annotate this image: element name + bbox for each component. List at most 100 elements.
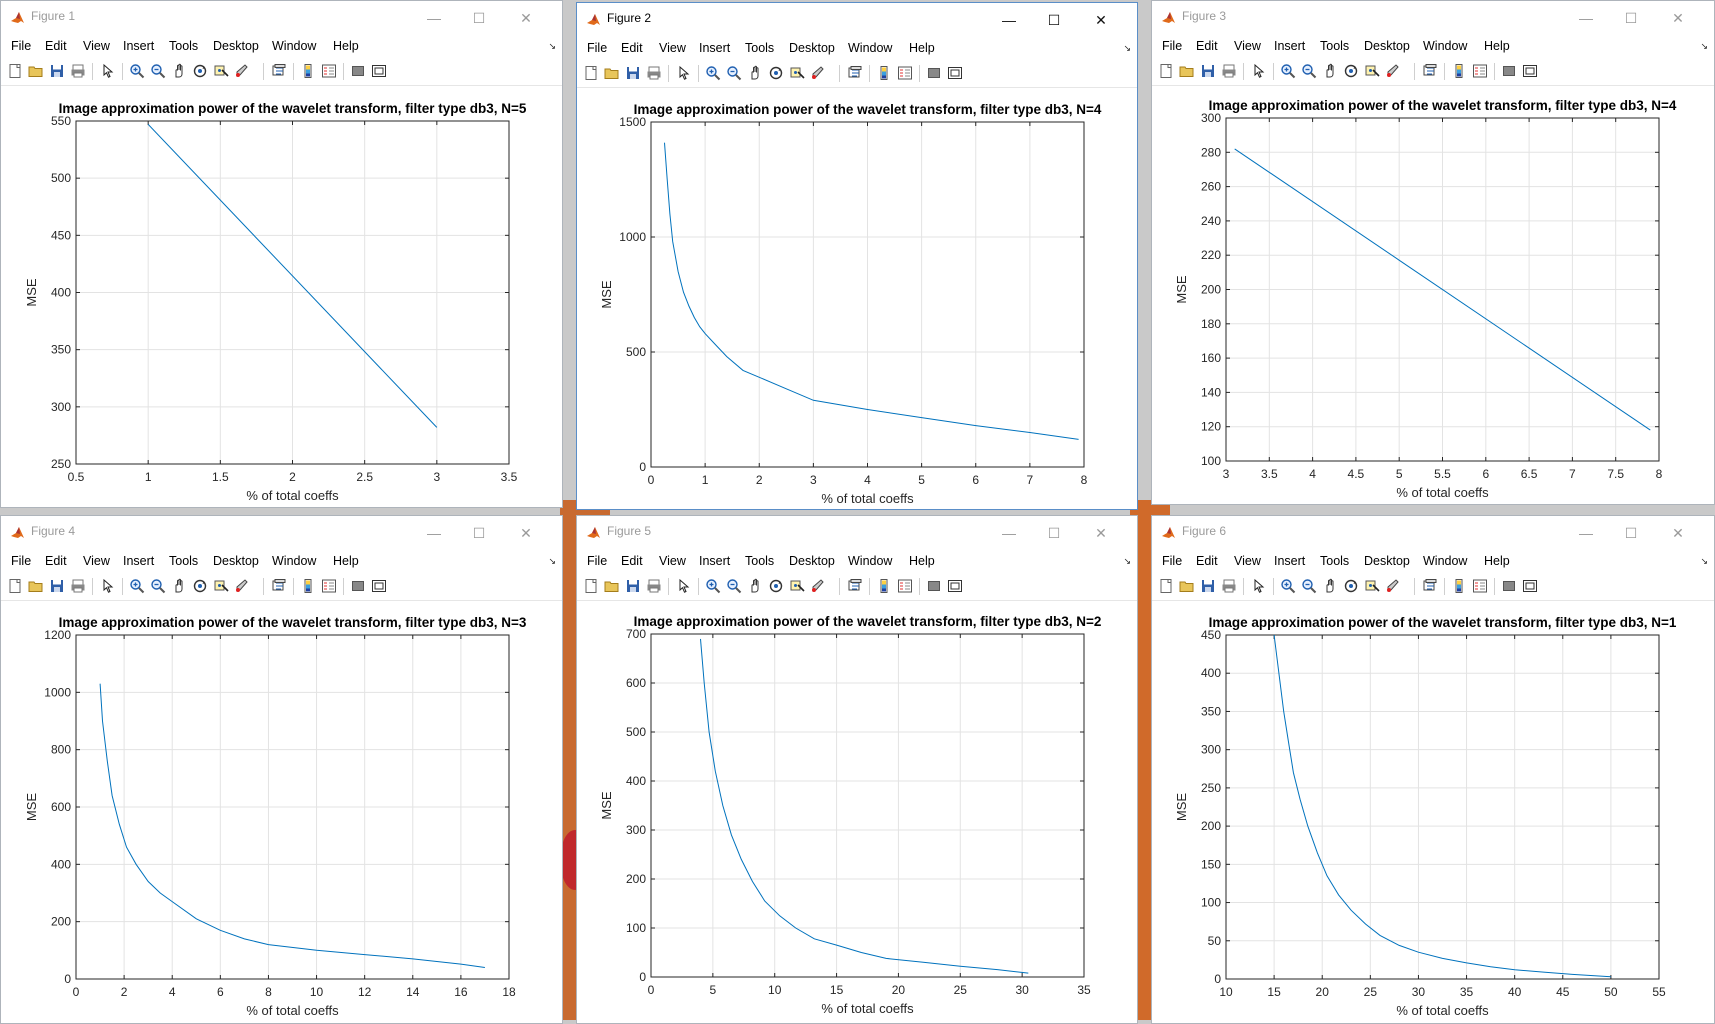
dock-figure-icon[interactable]: ↘ [1123, 556, 1131, 566]
menu-item-file[interactable]: File [11, 39, 32, 53]
link-plot-icon[interactable] [270, 62, 288, 80]
pan-icon[interactable] [1321, 62, 1339, 80]
close-icon[interactable]: ✕ [1672, 525, 1684, 541]
save-icon[interactable] [48, 62, 66, 80]
edit-plot-icon[interactable] [675, 577, 693, 595]
menu-item-tools[interactable]: Tools [745, 554, 775, 568]
menu-item-insert[interactable]: Insert [123, 39, 155, 53]
minimize-icon[interactable]: — [1579, 10, 1593, 26]
colorbar-icon[interactable] [875, 577, 893, 595]
menu-item-view[interactable]: View [659, 41, 686, 55]
dock-figure-icon[interactable]: ↘ [548, 556, 556, 566]
pan-icon[interactable] [746, 64, 764, 82]
data-cursor-icon[interactable] [212, 62, 230, 80]
legend-icon[interactable] [896, 64, 914, 82]
figure-canvas[interactable]: 3 3.5 4 4.5 5 5.5 6 6.5 7 7.5 8 100 120 140 160 180 200 2… [1152, 86, 1714, 504]
figure-canvas[interactable]: 0 5 10 15 20 25 30 35 0 100 200 300 400 500 600 700 Imag… [577, 601, 1137, 1023]
menu-item-help[interactable]: Help [1484, 39, 1510, 53]
print-icon[interactable] [645, 64, 663, 82]
colorbar-icon[interactable] [1450, 62, 1468, 80]
menu-item-help[interactable]: Help [909, 554, 935, 568]
show-plot-tools-icon[interactable] [1521, 62, 1539, 80]
close-icon[interactable]: ✕ [1095, 12, 1107, 28]
figure-canvas[interactable]: 0.5 1 1.5 2 2.5 3 3.5 250 300 350 400 450 500 550 Imag… [1, 86, 562, 507]
brush-icon[interactable] [233, 62, 251, 80]
maximize-icon[interactable]: ☐ [1047, 12, 1061, 28]
print-icon[interactable] [69, 62, 87, 80]
new-figure-icon[interactable] [6, 62, 24, 80]
menu-item-edit[interactable]: Edit [45, 39, 67, 53]
window-titlebar[interactable]: Figure 5 — ☐ ✕ [577, 516, 1137, 550]
menu-item-edit[interactable]: Edit [45, 554, 67, 568]
zoom-in-icon[interactable] [1279, 577, 1297, 595]
menu-item-help[interactable]: Help [1484, 554, 1510, 568]
legend-icon[interactable] [320, 62, 338, 80]
save-icon[interactable] [48, 577, 66, 595]
menu-item-view[interactable]: View [83, 554, 110, 568]
data-cursor-icon[interactable] [1363, 62, 1381, 80]
menu-item-edit[interactable]: Edit [1196, 554, 1218, 568]
edit-plot-icon[interactable] [99, 577, 117, 595]
edit-plot-icon[interactable] [1250, 577, 1268, 595]
zoom-in-icon[interactable] [128, 577, 146, 595]
menu-item-window[interactable]: Window [848, 41, 893, 55]
window-titlebar[interactable]: Figure 3 — ☐ ✕ [1152, 1, 1714, 35]
menu-item-tools[interactable]: Tools [169, 39, 199, 53]
minimize-icon[interactable]: — [1002, 12, 1016, 28]
open-file-icon[interactable] [27, 62, 45, 80]
brush-icon[interactable] [1384, 62, 1402, 80]
brush-icon[interactable] [809, 64, 827, 82]
open-file-icon[interactable] [27, 577, 45, 595]
figure-window[interactable]: Figure 5 — ☐ ✕ File Edit View Insert Tools Deskto… [576, 515, 1138, 1024]
edit-plot-icon[interactable] [675, 64, 693, 82]
dock-figure-icon[interactable]: ↘ [1700, 556, 1708, 566]
rotate-3d-icon[interactable] [1342, 62, 1360, 80]
menu-item-file[interactable]: File [587, 554, 608, 568]
new-figure-icon[interactable] [582, 577, 600, 595]
colorbar-icon[interactable] [299, 577, 317, 595]
close-icon[interactable]: ✕ [520, 525, 532, 541]
menu-item-window[interactable]: Window [1423, 554, 1468, 568]
menu-item-edit[interactable]: Edit [1196, 39, 1218, 53]
menu-item-window[interactable]: Window [272, 554, 317, 568]
menu-item-file[interactable]: File [1162, 554, 1183, 568]
print-icon[interactable] [645, 577, 663, 595]
link-plot-icon[interactable] [270, 577, 288, 595]
figure-window[interactable]: Figure 4 — ☐ ✕ File Edit View Insert Tools Deskto… [0, 515, 563, 1024]
legend-icon[interactable] [1471, 577, 1489, 595]
dock-figure-icon[interactable]: ↘ [548, 41, 556, 51]
menu-item-insert[interactable]: Insert [699, 41, 731, 55]
new-figure-icon[interactable] [1157, 577, 1175, 595]
window-titlebar[interactable]: Figure 2 — ☐ ✕ [577, 3, 1137, 37]
legend-icon[interactable] [1471, 62, 1489, 80]
save-icon[interactable] [1199, 62, 1217, 80]
figure-window[interactable]: Figure 3 — ☐ ✕ File Edit View Insert Tools Deskto… [1151, 0, 1715, 505]
menu-item-tools[interactable]: Tools [1320, 39, 1350, 53]
menu-item-insert[interactable]: Insert [1274, 39, 1306, 53]
maximize-icon[interactable]: ☐ [1624, 525, 1638, 541]
link-plot-icon[interactable] [846, 64, 864, 82]
menu-item-tools[interactable]: Tools [169, 554, 199, 568]
data-cursor-icon[interactable] [788, 64, 806, 82]
open-file-icon[interactable] [1178, 62, 1196, 80]
maximize-icon[interactable]: ☐ [1047, 525, 1061, 541]
minimize-icon[interactable]: — [1002, 525, 1016, 541]
zoom-in-icon[interactable] [704, 577, 722, 595]
link-plot-icon[interactable] [846, 577, 864, 595]
zoom-out-icon[interactable] [725, 64, 743, 82]
open-file-icon[interactable] [603, 64, 621, 82]
window-titlebar[interactable]: Figure 1 — ☐ ✕ [1, 1, 562, 35]
show-plot-tools-icon[interactable] [946, 64, 964, 82]
brush-icon[interactable] [233, 577, 251, 595]
print-icon[interactable] [1220, 577, 1238, 595]
link-plot-icon[interactable] [1421, 577, 1439, 595]
menu-item-help[interactable]: Help [333, 554, 359, 568]
pan-icon[interactable] [1321, 577, 1339, 595]
menu-item-view[interactable]: View [1234, 554, 1261, 568]
maximize-icon[interactable]: ☐ [1624, 10, 1638, 26]
new-figure-icon[interactable] [1157, 62, 1175, 80]
menu-item-window[interactable]: Window [272, 39, 317, 53]
maximize-icon[interactable]: ☐ [472, 525, 486, 541]
menu-item-desktop[interactable]: Desktop [213, 39, 259, 53]
rotate-3d-icon[interactable] [767, 577, 785, 595]
